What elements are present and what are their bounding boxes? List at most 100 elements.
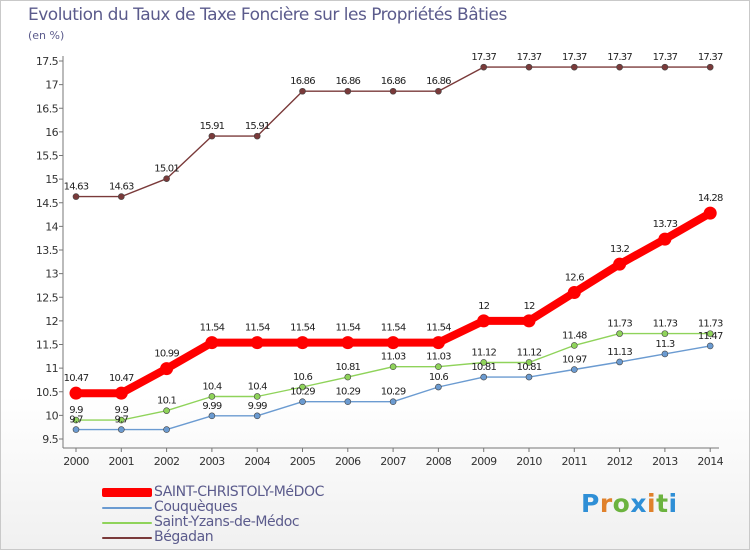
unit-label: (en %) [28, 29, 65, 42]
data-point [703, 206, 717, 220]
x-tick-label: 2002 [154, 455, 180, 468]
data-point [386, 336, 400, 350]
data-label: 16.86 [381, 76, 406, 87]
x-tick-label: 2004 [244, 455, 270, 468]
y-tick-label: 11 [45, 362, 58, 375]
y-tick-label: 13.5 [36, 244, 59, 257]
data-point [118, 193, 125, 200]
data-point [435, 363, 442, 371]
data-label: 15.91 [245, 121, 270, 132]
data-label: 10.1 [157, 396, 177, 407]
series-3 [72, 63, 714, 200]
data-point [344, 87, 352, 95]
data-label: 17.37 [562, 52, 587, 63]
data-label: 16.86 [290, 76, 315, 87]
data-point [480, 359, 488, 366]
data-label: 16.86 [335, 76, 360, 87]
data-point [250, 336, 264, 350]
data-label: 13.73 [653, 219, 678, 230]
data-label: 17.37 [653, 52, 678, 63]
data-point [661, 330, 669, 337]
data-point [525, 63, 533, 71]
data-point [567, 286, 581, 300]
data-point [344, 373, 352, 381]
data-point [160, 362, 174, 376]
data-label: 10.47 [64, 373, 89, 384]
data-label: 11.73 [698, 319, 723, 330]
legend-label: Couquèques [154, 499, 238, 515]
data-point [69, 386, 83, 400]
data-point [570, 342, 578, 349]
data-labels-layer: 10.47 10.47 10.99 11.54 11.54 11.54 11.54 11.54… [64, 52, 724, 426]
data-label: 11.3 [655, 339, 675, 350]
data-label: 11.73 [607, 319, 632, 330]
legend-swatch [102, 537, 152, 539]
data-label: 13.2 [610, 244, 630, 255]
logo-letter: P [581, 489, 600, 518]
data-point [118, 416, 125, 424]
legend-label: SAINT-CHRISTOLY-MéDOC [154, 484, 325, 500]
data-label: 11.03 [426, 352, 451, 363]
data-label: 10.81 [517, 362, 542, 373]
y-tick-label: 14 [45, 220, 58, 233]
x-tick-label: 2005 [290, 455, 316, 468]
data-label: 15.01 [154, 164, 179, 175]
data-point [480, 373, 488, 381]
data-point [163, 407, 170, 414]
data-point [118, 426, 125, 433]
data-point [661, 350, 669, 358]
x-tick-label: 2011 [561, 455, 587, 468]
data-label: 11.54 [200, 323, 225, 334]
data-point [570, 366, 578, 373]
data-label: 9.7 [69, 415, 83, 426]
y-tick-label: 12 [45, 315, 58, 328]
data-label: 9.9 [69, 405, 83, 416]
legend-label: Saint-Yzans-de-Médoc [154, 514, 300, 530]
x-tick-label: 2003 [199, 455, 225, 468]
y-tick-label: 14.5 [36, 197, 59, 210]
data-point [389, 363, 397, 371]
data-label: 16.86 [426, 76, 451, 87]
data-label: 10.81 [471, 362, 496, 373]
x-tick-label: 2010 [516, 455, 542, 468]
data-label: 11.12 [471, 347, 496, 358]
data-label: 11.73 [653, 319, 678, 330]
data-label: 14.63 [64, 182, 89, 193]
y-tick-label: 10 [45, 409, 58, 422]
y-tick-label: 15 [45, 173, 58, 186]
y-tick-label: 9.5 [42, 433, 58, 446]
logo-letter: o [612, 489, 631, 518]
data-point [706, 342, 714, 350]
data-point [72, 426, 80, 433]
data-label: 12.6 [565, 273, 585, 284]
data-label: 11.54 [381, 323, 406, 334]
data-point [208, 132, 216, 140]
data-label: 11.13 [607, 347, 632, 358]
data-point [208, 412, 216, 420]
data-label: 11.54 [245, 323, 270, 334]
x-tick-label: 2000 [63, 455, 89, 468]
y-tick-label: 10.5 [36, 386, 59, 399]
data-point [299, 383, 306, 391]
data-label: 17.37 [607, 52, 632, 63]
data-label: 10.29 [290, 387, 315, 398]
data-point [431, 336, 445, 350]
y-tick-label: 17.5 [36, 55, 59, 68]
data-label: 9.7 [115, 415, 129, 426]
data-point [163, 426, 170, 433]
data-label: 12 [523, 301, 535, 312]
data-point [299, 398, 306, 405]
y-tick-label: 15.5 [36, 150, 59, 163]
data-point [72, 193, 80, 200]
data-label: 11.54 [426, 323, 451, 334]
data-label: 12 [478, 301, 490, 312]
data-label: 14.63 [109, 182, 134, 193]
data-point [341, 336, 355, 350]
data-point [525, 373, 533, 381]
series-0 [69, 206, 717, 400]
data-label: 17.37 [517, 52, 542, 63]
data-point [522, 314, 536, 328]
x-tick-label: 2014 [697, 455, 723, 468]
data-label: 11.54 [335, 323, 360, 334]
